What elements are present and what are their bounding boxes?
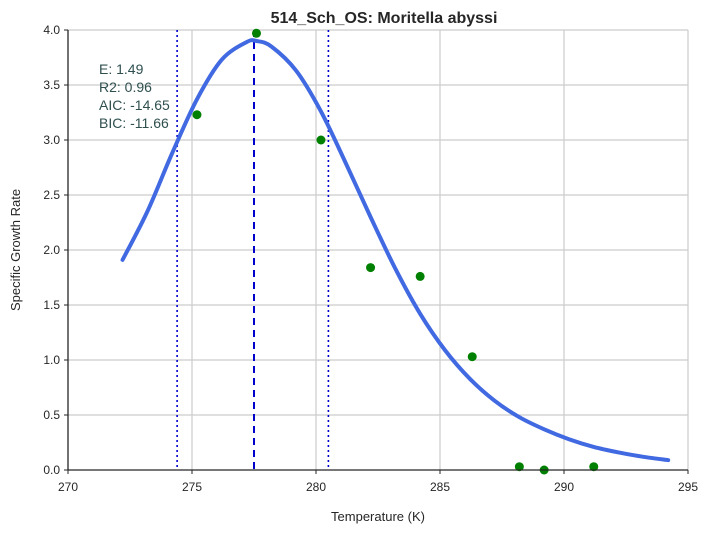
y-tick-label: 0.5: [43, 408, 60, 422]
y-tick-label: 2.0: [43, 243, 60, 257]
stat-aic: AIC: -14.65: [99, 97, 170, 113]
x-tick-label: 280: [306, 480, 326, 494]
data-point: [366, 263, 376, 273]
y-tick-label: 1.0: [43, 353, 60, 367]
y-tick-label: 0.0: [43, 463, 60, 477]
y-tick-label: 2.5: [43, 188, 60, 202]
data-point: [467, 352, 477, 362]
x-tick-label: 295: [678, 480, 698, 494]
data-point: [316, 135, 326, 145]
data-point: [192, 110, 202, 120]
grid-lines: [68, 29, 689, 470]
x-tick-label: 275: [182, 480, 202, 494]
stat-bic: BIC: -11.66: [99, 115, 169, 131]
y-tick-label: 4.0: [43, 23, 60, 37]
data-points: [192, 28, 599, 475]
x-tick-label: 285: [430, 480, 450, 494]
y-tick-label: 1.5: [43, 298, 60, 312]
data-point: [514, 462, 524, 472]
fit-curve-layer: [120, 38, 671, 463]
chart-title: 514_Sch_OS: Moritella abyssi: [271, 10, 498, 27]
x-axis-label: Temperature (K): [331, 509, 425, 524]
y-tick-label: 3.5: [43, 78, 60, 92]
x-tick-label: 290: [554, 480, 574, 494]
fit-stats: E: 1.49 R2: 0.96 AIC: -14.65 BIC: -11.66: [99, 61, 170, 131]
stat-e: E: 1.49: [99, 61, 144, 77]
tick-labels: 270 275 280 285 290 295 0.0 0.5 1.0 1.5 2.0 2.5 3.0 3…: [43, 23, 698, 494]
data-point: [251, 28, 261, 38]
fit-curve: [120, 38, 671, 463]
reference-lines: [176, 30, 330, 470]
axes: [64, 29, 689, 474]
data-point: [415, 271, 425, 281]
x-tick-label: 270: [58, 480, 78, 494]
y-axis-label: Specific Growth Rate: [8, 189, 23, 311]
y-tick-label: 3.0: [43, 133, 60, 147]
data-point: [589, 462, 599, 472]
stat-r2: R2: 0.96: [99, 79, 152, 95]
